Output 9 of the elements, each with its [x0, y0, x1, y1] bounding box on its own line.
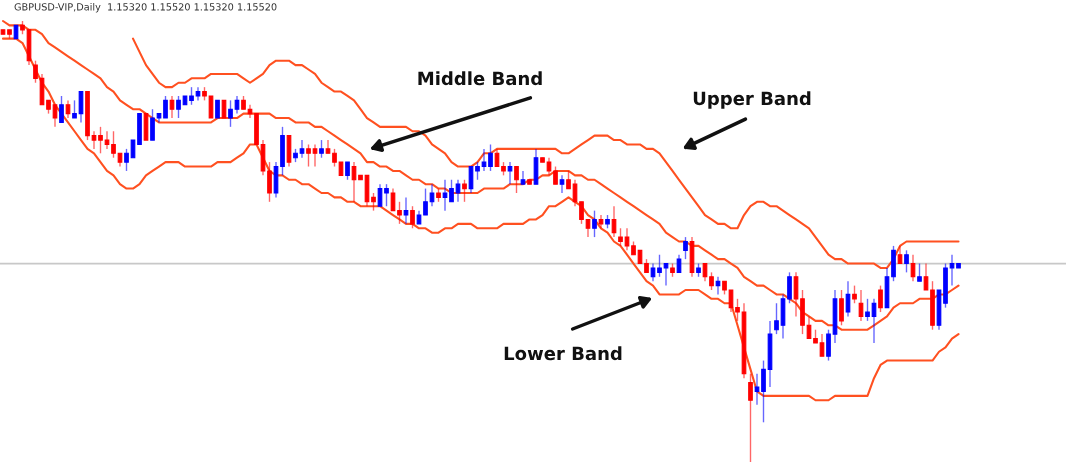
candlestick — [104, 130, 110, 150]
candlestick — [559, 174, 565, 194]
annotation: Lower Band — [504, 346, 622, 361]
candlestick — [208, 95, 214, 119]
candlestick — [299, 139, 305, 159]
annotation: Middle Band — [418, 71, 542, 86]
chart-title: GBPUSD-VIP,Daily 1.15320 1.15520 1.15320 1.15520 — [14, 3, 277, 13]
candlestick — [91, 130, 97, 150]
annotation: Upper Band — [693, 91, 811, 109]
